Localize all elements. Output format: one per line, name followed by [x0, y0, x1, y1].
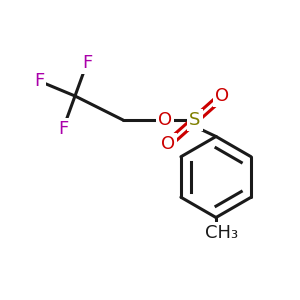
- Text: O: O: [215, 87, 229, 105]
- Text: O: O: [158, 111, 172, 129]
- Text: F: F: [58, 120, 68, 138]
- Text: S: S: [189, 111, 201, 129]
- Text: F: F: [82, 54, 92, 72]
- Text: CH₃: CH₃: [206, 224, 239, 242]
- Text: F: F: [34, 72, 44, 90]
- Text: O: O: [161, 135, 175, 153]
